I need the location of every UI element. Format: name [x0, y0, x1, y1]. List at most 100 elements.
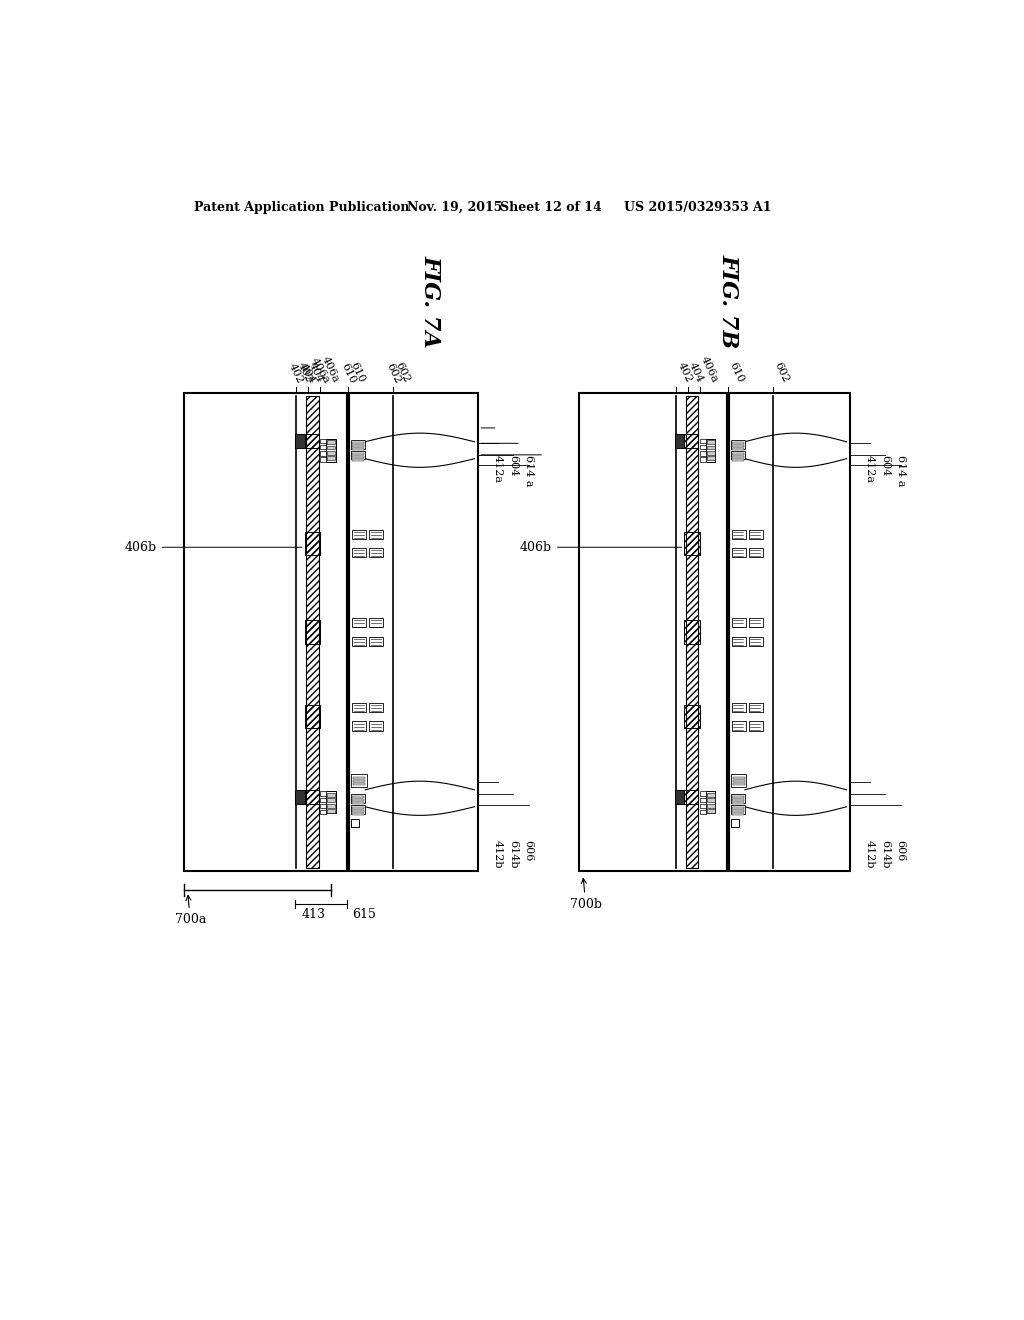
Bar	[707, 804, 715, 808]
Text: 602: 602	[773, 360, 791, 384]
Text: 404: 404	[307, 360, 326, 384]
Bar	[352, 447, 365, 450]
Bar	[732, 447, 744, 450]
Bar	[328, 809, 335, 813]
Bar	[352, 780, 366, 781]
Bar	[352, 796, 365, 799]
Bar	[732, 807, 744, 809]
Bar	[305, 789, 318, 804]
Bar	[305, 434, 318, 447]
Text: 402: 402	[676, 360, 694, 384]
Bar	[352, 442, 365, 444]
Text: 404: 404	[687, 360, 705, 384]
Bar	[732, 776, 744, 779]
Bar	[321, 797, 327, 803]
Bar	[321, 457, 327, 462]
Bar	[305, 705, 321, 729]
Bar	[328, 793, 335, 797]
Bar	[732, 459, 744, 461]
Bar	[749, 702, 763, 711]
Bar	[732, 783, 744, 785]
Bar	[700, 438, 707, 444]
Bar	[732, 442, 744, 444]
Bar	[707, 441, 715, 444]
Bar	[700, 810, 707, 814]
Bar	[351, 775, 367, 787]
Text: 406b: 406b	[520, 541, 682, 554]
Bar	[369, 618, 383, 627]
Bar	[352, 810, 365, 812]
Bar	[321, 810, 327, 814]
Bar	[305, 532, 321, 554]
Bar	[700, 792, 707, 796]
Bar	[675, 434, 684, 447]
Bar	[707, 809, 715, 813]
Text: 402: 402	[287, 362, 305, 385]
Bar	[700, 804, 707, 808]
Text: 700a: 700a	[174, 895, 206, 927]
Bar	[369, 636, 383, 645]
Bar	[732, 721, 745, 730]
Bar	[327, 438, 336, 462]
Bar	[352, 776, 366, 779]
Bar	[684, 620, 700, 644]
Bar	[328, 441, 335, 444]
Bar	[732, 803, 744, 804]
Bar	[327, 792, 336, 813]
Bar	[684, 434, 698, 447]
Text: Sheet 12 of 14: Sheet 12 of 14	[500, 201, 602, 214]
Bar	[295, 789, 305, 804]
Bar	[352, 453, 365, 455]
Text: 412a: 412a	[864, 455, 874, 483]
Text: 610: 610	[348, 360, 367, 384]
Bar	[732, 445, 744, 447]
Bar	[731, 795, 744, 803]
Bar	[732, 702, 745, 711]
Bar	[675, 789, 684, 804]
Bar	[321, 445, 327, 449]
Bar	[328, 457, 335, 461]
Bar	[700, 451, 707, 455]
Bar	[352, 636, 366, 645]
Bar	[328, 799, 335, 803]
Bar	[352, 783, 366, 785]
Bar	[352, 455, 365, 458]
Text: 614 a: 614 a	[896, 455, 905, 486]
Bar	[732, 548, 745, 557]
Bar	[321, 804, 327, 808]
Text: 614b: 614b	[508, 840, 518, 869]
Bar	[707, 792, 716, 813]
Text: 606: 606	[896, 840, 905, 861]
Bar	[707, 793, 715, 797]
Bar	[707, 438, 716, 462]
Bar	[321, 451, 327, 455]
Text: 606: 606	[523, 840, 534, 861]
Bar	[352, 813, 365, 816]
Text: 406a: 406a	[309, 356, 332, 385]
Bar	[328, 804, 335, 808]
Text: 610: 610	[339, 362, 357, 385]
Bar	[369, 529, 383, 539]
Text: 412a: 412a	[493, 455, 503, 483]
Bar	[352, 702, 366, 711]
Bar	[352, 799, 365, 801]
Bar	[707, 451, 715, 455]
Text: 406a: 406a	[699, 354, 720, 384]
Bar	[732, 799, 744, 801]
Text: 604: 604	[881, 455, 890, 477]
Bar	[749, 529, 763, 539]
Text: 602: 602	[393, 360, 412, 384]
Text: US 2015/0329353 A1: US 2015/0329353 A1	[624, 201, 771, 214]
Text: Patent Application Publication: Patent Application Publication	[194, 201, 410, 214]
Bar	[749, 548, 763, 557]
Bar	[351, 818, 359, 826]
Bar	[295, 434, 305, 447]
Bar	[684, 789, 698, 804]
Bar	[732, 529, 745, 539]
Bar	[732, 796, 744, 799]
Text: FIG. 7A: FIG. 7A	[419, 255, 441, 347]
Bar	[328, 451, 335, 455]
Bar	[707, 446, 715, 450]
Bar	[352, 618, 366, 627]
Bar	[732, 780, 744, 781]
